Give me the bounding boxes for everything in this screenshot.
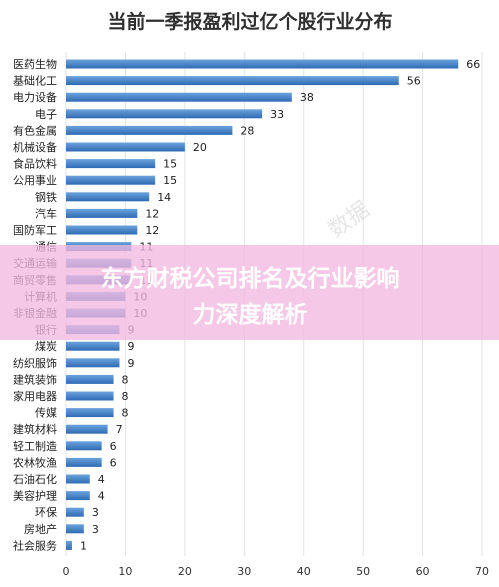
x-tick-label: 10 [118, 565, 132, 578]
category-label: 建筑材料 [13, 422, 57, 436]
category-label: 电力设备 [13, 90, 57, 104]
bar-7 [66, 159, 156, 169]
value-label: 20 [193, 141, 207, 154]
watermark: 数据 [324, 197, 374, 243]
chart-title: 当前一季报盈利过亿个股行业分布 [107, 10, 392, 33]
bar-2 [66, 76, 399, 86]
bar-24 [66, 441, 102, 451]
category-label: 国防军工 [13, 223, 57, 237]
value-label: 4 [98, 490, 105, 503]
value-label: 8 [122, 390, 129, 403]
category-label: 煤炭 [35, 340, 57, 353]
bar-23 [66, 424, 108, 434]
category-label: 轻工制造 [13, 439, 57, 453]
category-label: 纺织服饰 [13, 356, 57, 370]
category-label: 房地产 [24, 522, 57, 536]
value-label: 12 [145, 224, 159, 237]
x-tick-label: 0 [63, 565, 70, 578]
bar-30 [66, 540, 72, 550]
value-label: 6 [110, 440, 117, 453]
category-label: 公用事业 [13, 174, 57, 187]
category-label: 钢铁 [35, 191, 57, 204]
category-label: 美容护理 [13, 489, 57, 503]
bar-8 [66, 175, 156, 185]
category-label: 环保 [35, 505, 57, 519]
bar-19 [66, 358, 120, 368]
value-label: 6 [110, 456, 117, 469]
bar-25 [66, 457, 102, 467]
x-tick-label: 30 [237, 565, 251, 578]
bar-20 [66, 374, 114, 384]
value-label: 3 [92, 506, 99, 519]
category-label: 石油石化 [13, 472, 57, 486]
bar-4 [66, 109, 263, 119]
bar-6 [66, 142, 185, 152]
bar-22 [66, 408, 114, 418]
bar-26 [66, 474, 90, 484]
bar-18 [66, 341, 120, 351]
value-label: 1 [80, 539, 87, 552]
bar-29 [66, 524, 84, 534]
x-tick-label: 70 [475, 565, 489, 578]
bar-11 [66, 225, 138, 235]
overlay-title-line1: 东方财税公司排名及行业影响 [101, 265, 400, 292]
category-label: 电子 [35, 108, 57, 121]
x-tick-label: 60 [416, 565, 430, 578]
bar-5 [66, 125, 233, 135]
value-label: 9 [127, 357, 134, 370]
value-label: 66 [466, 58, 480, 71]
overlay-title-line2: 力深度解析 [193, 301, 308, 328]
value-label: 9 [127, 340, 134, 353]
value-label: 8 [122, 407, 129, 420]
category-label: 食品饮料 [13, 157, 57, 171]
bar-27 [66, 491, 90, 501]
bar-3 [66, 92, 292, 102]
value-label: 3 [92, 523, 99, 536]
category-label: 机械设备 [13, 140, 57, 154]
value-label: 8 [122, 373, 129, 386]
category-label: 建筑装饰 [13, 372, 57, 386]
bar-1 [66, 59, 459, 69]
category-label: 社会服务 [13, 538, 57, 552]
value-label: 28 [240, 124, 254, 137]
bar-28 [66, 507, 84, 517]
category-label: 传媒 [35, 407, 57, 420]
value-label: 38 [300, 91, 314, 104]
category-label: 有色金属 [13, 123, 57, 137]
bar-9 [66, 192, 150, 202]
value-label: 4 [98, 473, 105, 486]
x-tick-label: 40 [297, 565, 311, 578]
x-axis-ticks: 0 10 20 30 40 50 60 70 [63, 565, 490, 578]
overlay-band [0, 245, 499, 340]
bar-21 [66, 391, 114, 401]
category-label: 汽车 [35, 206, 57, 220]
value-label: 56 [407, 75, 421, 88]
x-tick-label: 20 [178, 565, 192, 578]
category-label: 家用电器 [13, 389, 57, 403]
bar-10 [66, 208, 138, 218]
value-label: 15 [163, 158, 177, 171]
category-label: 农林牧渔 [13, 455, 57, 469]
category-label: 基础化工 [13, 74, 57, 88]
value-label: 7 [116, 423, 123, 436]
value-label: 14 [157, 191, 171, 204]
value-label: 12 [145, 207, 159, 220]
category-label: 医药生物 [13, 57, 57, 71]
value-label: 33 [270, 108, 284, 121]
x-tick-label: 50 [356, 565, 370, 578]
value-label: 15 [163, 174, 177, 187]
